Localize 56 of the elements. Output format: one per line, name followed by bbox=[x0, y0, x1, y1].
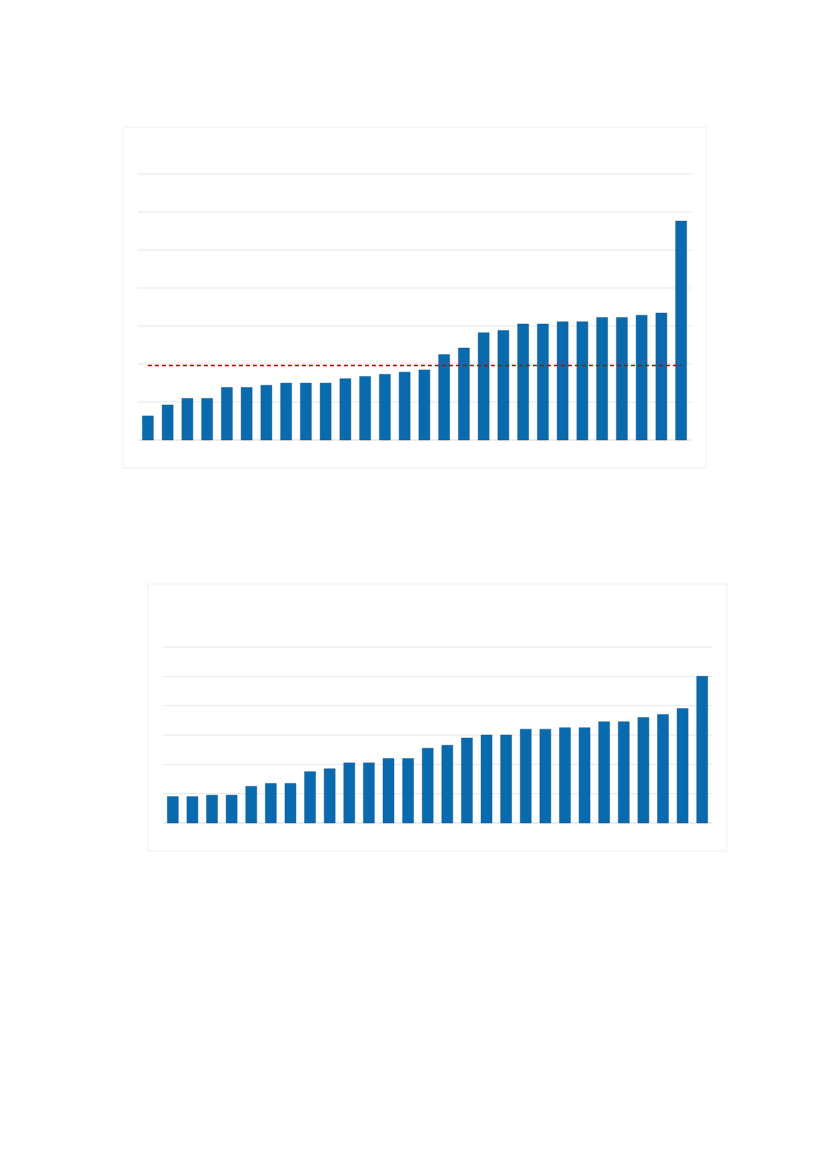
bar bbox=[142, 415, 154, 441]
bar bbox=[559, 727, 571, 824]
bar bbox=[576, 321, 589, 441]
bar bbox=[616, 317, 628, 441]
bar bbox=[181, 398, 194, 441]
bar bbox=[319, 382, 332, 441]
bar bbox=[225, 794, 238, 824]
bar bbox=[359, 376, 371, 441]
bar bbox=[201, 398, 213, 441]
bar bbox=[458, 347, 470, 441]
bar bbox=[240, 387, 253, 441]
bar bbox=[675, 220, 687, 441]
bar bbox=[635, 315, 648, 441]
bar bbox=[167, 796, 179, 824]
bar bbox=[280, 382, 292, 441]
bar bbox=[343, 762, 355, 824]
bar bbox=[520, 728, 532, 824]
bar bbox=[339, 378, 352, 441]
bar bbox=[221, 387, 233, 441]
bar bbox=[500, 734, 512, 824]
bar bbox=[363, 762, 375, 824]
bar bbox=[578, 727, 591, 824]
bar bbox=[537, 323, 549, 441]
bar bbox=[186, 796, 199, 824]
bar bbox=[596, 317, 608, 441]
bar bbox=[618, 721, 630, 824]
bar bbox=[402, 758, 414, 824]
bar bbox=[696, 676, 708, 824]
bar bbox=[284, 783, 297, 824]
bar bbox=[265, 783, 277, 824]
bar bbox=[245, 786, 257, 824]
bar bbox=[676, 708, 689, 824]
bar bbox=[382, 758, 395, 824]
bar bbox=[556, 321, 569, 441]
bar bbox=[323, 768, 336, 824]
bar bbox=[637, 717, 650, 824]
bar bbox=[260, 385, 273, 441]
bar bbox=[657, 714, 669, 824]
bar bbox=[497, 330, 510, 441]
bar bbox=[441, 745, 454, 824]
bar bbox=[379, 374, 391, 441]
bar bbox=[161, 404, 174, 441]
bar bbox=[539, 728, 552, 824]
bar bbox=[438, 354, 450, 441]
bar bbox=[206, 794, 218, 824]
bar bbox=[300, 382, 312, 441]
bar bbox=[480, 734, 493, 824]
bar bbox=[598, 721, 610, 824]
bar bbox=[461, 737, 473, 824]
bar bbox=[655, 312, 668, 441]
bar bbox=[398, 371, 411, 441]
bar bbox=[418, 369, 431, 441]
bar bbox=[477, 332, 490, 441]
bar bbox=[304, 771, 316, 824]
bar bbox=[422, 748, 434, 824]
bar bbox=[517, 323, 529, 441]
